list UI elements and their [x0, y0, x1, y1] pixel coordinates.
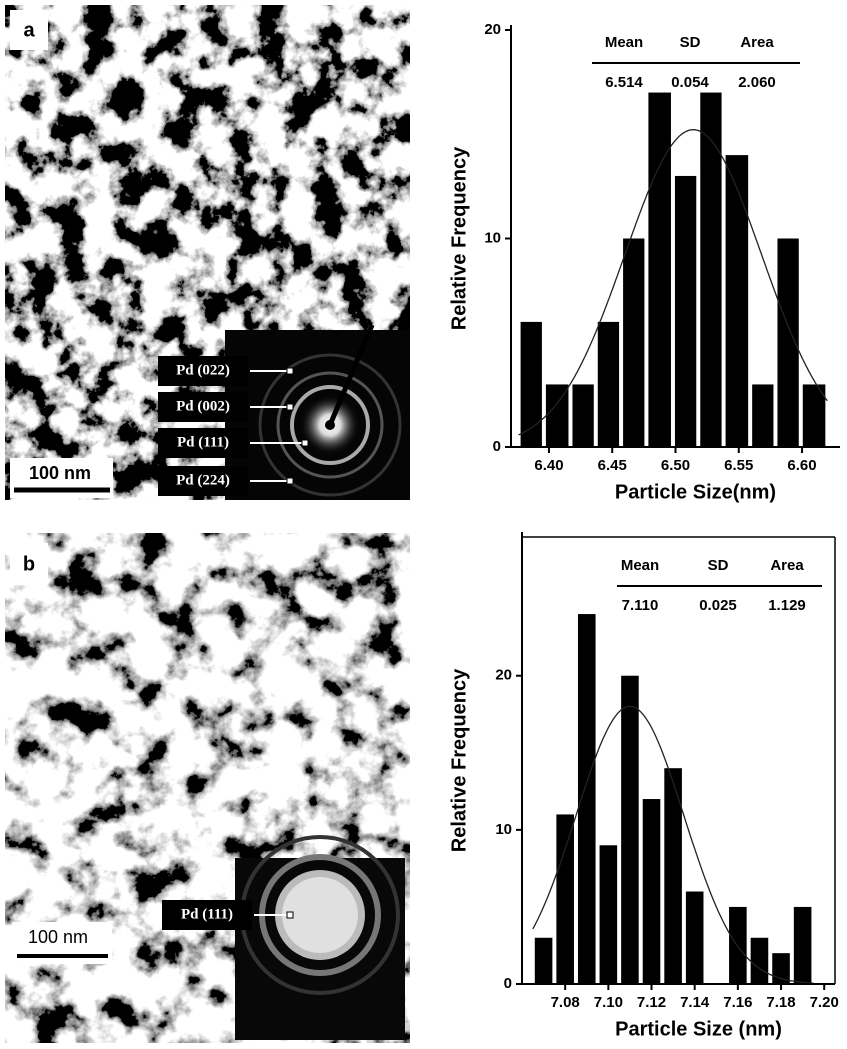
y-tick-label: 0: [504, 975, 512, 992]
label-box: [158, 356, 248, 386]
bar: [777, 238, 799, 447]
x-tick-label: 7.16: [723, 994, 752, 1011]
bar: [520, 321, 542, 447]
scale-bar-label: 100 nm: [29, 463, 91, 483]
fit-curve: [532, 705, 814, 984]
panel-label: b: [23, 553, 35, 575]
bar: [700, 92, 722, 448]
bar: [725, 155, 749, 447]
tem-image-a: a 100 nm Pd (022) Pd (002) Pd (111) Pd (224…: [5, 5, 410, 500]
diffraction-label: Pd (022): [176, 362, 230, 378]
label-box: [158, 428, 248, 458]
x-tick-label: 6.40: [534, 457, 563, 474]
bar: [793, 906, 812, 984]
pointer-end: [286, 367, 294, 375]
x-tick-label: 7.12: [637, 994, 666, 1011]
bar: [621, 675, 639, 984]
y-tick-label: 10: [484, 229, 501, 246]
scale-bar-label: 100 nm: [28, 927, 88, 947]
bar: [642, 799, 661, 984]
bar: [599, 845, 618, 984]
bar: [685, 891, 704, 984]
bar: [648, 92, 671, 448]
label-box: [162, 900, 252, 930]
x-tick-label: 6.55: [724, 457, 753, 474]
x-tick-label: 7.10: [594, 994, 623, 1011]
x-tick-label: 6.60: [787, 457, 816, 474]
stats-value: 6.514: [605, 74, 643, 91]
y-axis-label: Relative Frequency: [448, 146, 470, 330]
tem-image-b: b 100 nm Pd (111): [5, 533, 410, 1043]
stats-header: Area: [740, 34, 774, 51]
stats-value: 7.110: [622, 597, 659, 614]
bar: [577, 614, 596, 984]
fit-curve: [518, 129, 828, 436]
pointer-end: [286, 403, 294, 411]
stats-value: 0.054: [671, 74, 709, 91]
pointer-end: [301, 439, 309, 447]
x-tick-label: 7.08: [551, 994, 580, 1011]
x-tick-label: 7.20: [810, 994, 839, 1011]
diffraction-label: Pd (002): [176, 398, 230, 414]
y-tick-label: 20: [484, 21, 501, 38]
stats-header: Mean: [621, 557, 659, 574]
panel-label: a: [23, 19, 35, 41]
bar: [556, 814, 574, 984]
bar: [664, 768, 682, 984]
histogram-chart: 0 10 20 7.08 7.10 7.12 7.14 7.16 7.18 7.20 Particl…: [448, 532, 839, 1040]
bar: [545, 384, 569, 447]
bar: [597, 321, 620, 447]
stats-header: SD: [708, 557, 729, 574]
stats-value: 1.129: [768, 597, 806, 614]
histogram-chart: 0 10 20 6.40 6.45 6.50 6.55 6.60 Particle Size(n…: [448, 21, 840, 503]
pointer-end: [286, 911, 294, 919]
stats-header: SD: [680, 34, 701, 51]
bar: [802, 384, 826, 447]
x-axis-label: Particle Size (nm): [615, 1018, 782, 1040]
bar: [534, 937, 553, 984]
stats-value: 2.060: [738, 74, 776, 91]
stats-header: Area: [770, 557, 804, 574]
bar: [623, 238, 645, 447]
y-tick-label: 0: [493, 438, 501, 455]
pointer-end: [286, 477, 294, 485]
y-tick-label: 20: [495, 667, 512, 684]
label-box: [158, 466, 248, 496]
bar: [674, 175, 697, 447]
stats-value: 0.025: [699, 597, 737, 614]
x-axis-label: Particle Size(nm): [615, 481, 776, 503]
label-box: [158, 392, 248, 422]
bar: [752, 384, 774, 447]
x-tick-label: 6.45: [598, 457, 627, 474]
x-tick-label: 6.50: [661, 457, 690, 474]
bar: [772, 953, 790, 984]
y-axis-label: Relative Frequency: [448, 668, 470, 852]
y-tick-label: 10: [495, 821, 512, 838]
bar: [572, 384, 594, 447]
diffraction-label: Pd (224): [176, 472, 230, 488]
bar: [750, 937, 769, 984]
diffraction-label: Pd (111): [181, 906, 233, 922]
stats-header: Mean: [605, 34, 643, 51]
x-tick-label: 7.14: [680, 994, 710, 1011]
diffraction-label: Pd (111): [177, 434, 229, 450]
x-tick-label: 7.18: [766, 994, 795, 1011]
